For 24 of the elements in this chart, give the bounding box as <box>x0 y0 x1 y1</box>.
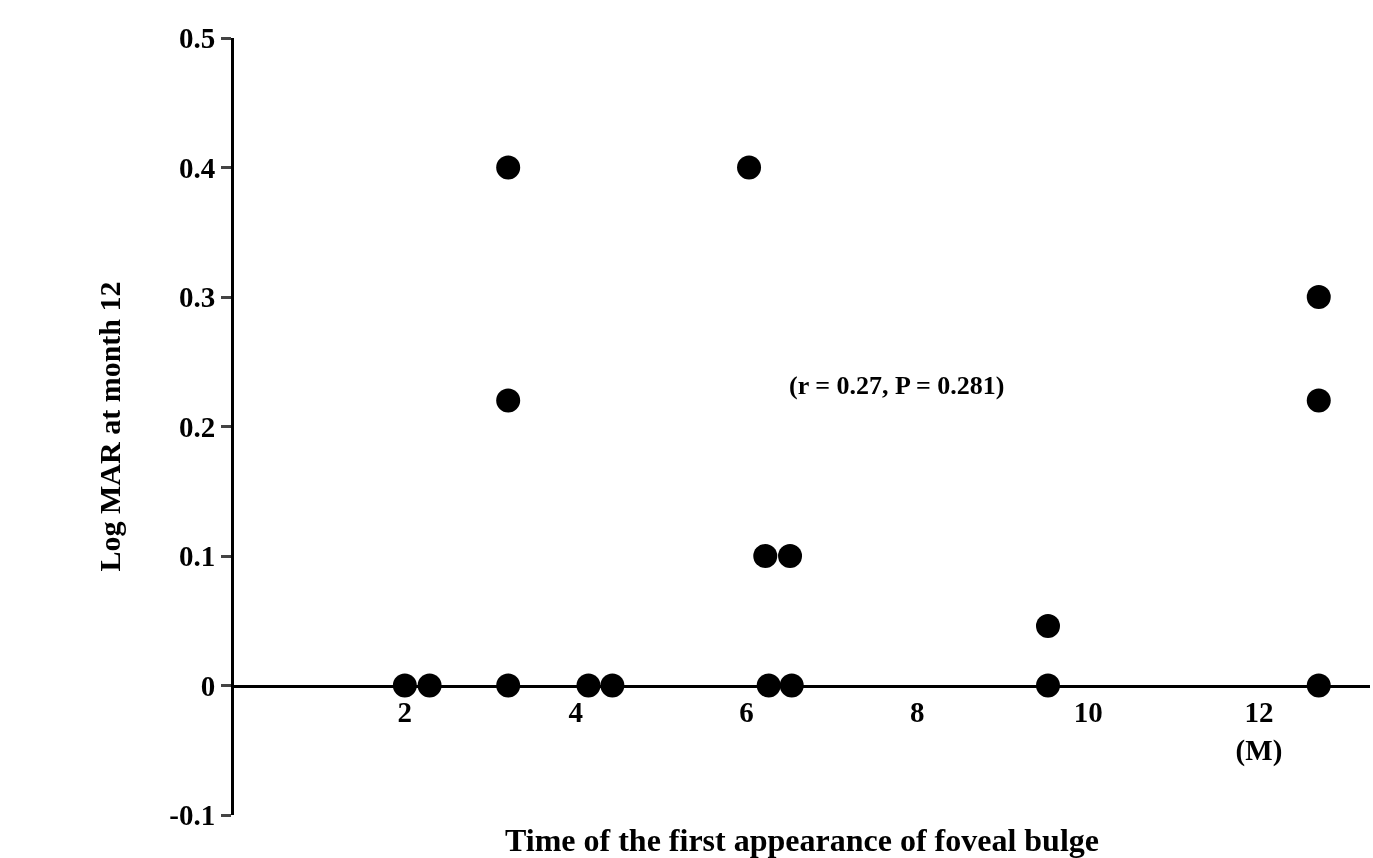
point <box>1306 388 1331 413</box>
y-axis-title: Log MAR at month 12 <box>93 281 127 572</box>
y-tick-label: -0.1 <box>169 799 216 832</box>
point <box>1306 285 1331 309</box>
point <box>496 388 521 413</box>
point <box>496 155 521 180</box>
y-tick-label: 0.3 <box>178 281 216 314</box>
x-tick-label: 8 <box>910 696 925 729</box>
point <box>778 544 803 568</box>
point <box>1036 613 1060 638</box>
y-tick-label: 0.2 <box>178 410 216 443</box>
point <box>737 155 762 180</box>
y-tick-label: 0.4 <box>178 151 216 184</box>
x-axis-title: Time of the first appearance of foveal bulge <box>505 822 1099 858</box>
annotation: (r = 0.27, P = 0.281) <box>789 371 1005 400</box>
y-tick-label: 0 <box>200 669 216 702</box>
x-tick-label: 10 <box>1073 696 1103 729</box>
x-tick-label: 12 (M) <box>1235 696 1283 767</box>
y-tick-label: 0.5 <box>178 22 216 55</box>
x-tick-label: 4 <box>568 696 583 729</box>
x-tick-label: 6 <box>739 696 754 729</box>
point <box>753 544 778 568</box>
y-tick-label: 0.1 <box>178 540 216 573</box>
x-tick-label: 2 <box>397 696 413 729</box>
